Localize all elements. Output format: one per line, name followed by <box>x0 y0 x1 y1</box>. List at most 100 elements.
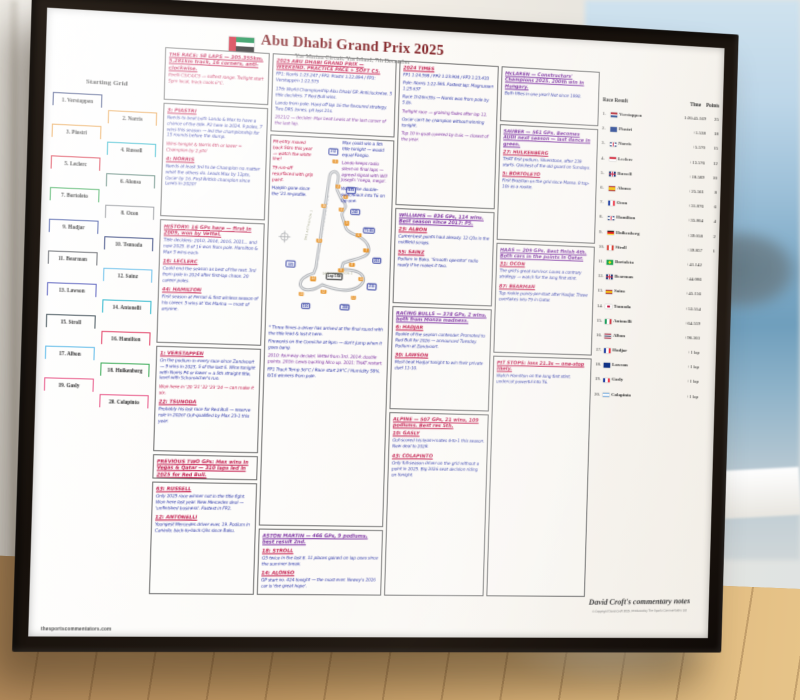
picture-frame: Abu Dhabi Grand Prix 2025 Yas Marina Cir… <box>12 0 739 653</box>
result-time: +35.804 <box>687 219 704 225</box>
result-driver: Alonso <box>616 186 631 192</box>
result-driver: Gasly <box>611 377 624 384</box>
note-line: Only full-season driver on the grid with… <box>391 460 479 478</box>
poster: Abu Dhabi Grand Prix 2025 Yas Marina Cir… <box>28 7 725 639</box>
result-header-points: Points <box>706 102 720 110</box>
corner-marker: 15 <box>316 237 322 243</box>
note-line: Probably his last race for Red Bull — re… <box>158 406 251 424</box>
result-time: +44.086 <box>686 277 702 283</box>
map-notes-right: Max could win a 5th title tonight — woul… <box>341 141 392 208</box>
note-line: Lando keeps radio silent on final laps —… <box>341 160 388 185</box>
result-position: 8. <box>599 215 603 221</box>
track-map-box: Pit entry moved back 50m this year — wat… <box>258 134 395 528</box>
corner-marker: 7 <box>363 248 369 253</box>
fr-flag-icon <box>603 377 610 383</box>
result-driver: Ocon <box>616 201 628 207</box>
nl-flag-icon <box>610 112 618 118</box>
note-line: Oscar can't be champion without winning … <box>401 117 485 129</box>
corner-marker: 14 <box>310 276 316 281</box>
fr-flag-icon <box>603 348 611 354</box>
note-line: Q3 twice in the last 8. 11 places gained… <box>261 555 378 567</box>
result-position: 13. <box>597 288 604 295</box>
result-time: +1 lap <box>687 350 700 356</box>
note-line: Must beat Hadjar tonight to win their pr… <box>394 360 483 372</box>
gb-flag-icon <box>606 274 613 280</box>
result-points: 6 <box>714 205 717 211</box>
es-flag-icon <box>605 289 613 295</box>
map-speed-chip: 190 <box>300 302 311 310</box>
nz-flag-icon <box>603 363 611 368</box>
notes-area: THE RACE: 58 LAPS — 305.355km, 5.281km t… <box>148 47 600 597</box>
map-speed-chip: 312 <box>328 148 339 156</box>
result-position: 1. <box>602 111 606 117</box>
note-box-6: 63: RUSSELL Only 2025 race winner not in … <box>148 481 257 595</box>
result-position: 9. <box>598 229 603 235</box>
result-driver: Hulkenberg <box>615 230 640 237</box>
race-result-panel: Race Result Time Points 1. Verstappen 1:26… <box>594 97 719 405</box>
grid-slot-19: 19. Gasly <box>43 377 94 392</box>
result-driver: Antonelli <box>613 319 632 325</box>
map-speed-chip: 265 <box>371 257 382 264</box>
note-heading: 12: ANTONELLI <box>155 514 198 521</box>
grid-slot-label: 13. Lawson <box>58 287 85 295</box>
result-position: 4. <box>601 156 605 162</box>
corner-marker: 11 <box>350 295 356 300</box>
note-heading: 43: COLAPINTO <box>391 452 433 460</box>
result-driver: Colapinto <box>611 392 631 399</box>
grid-slot-11: 11. Bearman <box>47 250 98 266</box>
note-line: Out-scored his team-mates 4-to-1 this se… <box>392 438 485 450</box>
notes-col-b-bottom: ASTON MARTIN — 466 GPs, 9 podiums, best … <box>256 528 383 596</box>
note-line: On the podium in every race since Zandvo… <box>159 358 256 383</box>
note-heading: ALPINE — 507 GPs, 21 wins, 109 podiums. … <box>392 416 479 430</box>
note-line: Top 10 in quali covered by 0.6s — closes… <box>401 131 489 143</box>
note-line: Won here in '20 '21 '22 '23 '24 — can ma… <box>158 384 254 396</box>
result-points: 25 <box>714 117 719 123</box>
jp-flag-icon <box>605 304 612 309</box>
note-heading: HAAS — 209 GPs. Best finish 4th. Both ca… <box>500 247 588 262</box>
result-driver: Bearman <box>614 274 633 281</box>
grid-slot-1: 1. Verstappen <box>52 91 103 108</box>
race-result-rows: 1. Verstappen 1:26:45.169 25 2. Piastri +1.538… <box>594 107 719 405</box>
grid-slot-18: 18. Hulkenberg <box>100 362 150 377</box>
result-points: 8 <box>714 190 717 196</box>
note-box-4: 1: VERSTAPPEN On the podium in every race… <box>153 345 261 454</box>
note-heading: THE RACE: 58 LAPS — 305.355km, 5.281km t… <box>168 51 264 73</box>
note-line: Watch Hamilton on the long first stint; … <box>496 374 571 386</box>
grid-slot-label: 11. Bearman <box>58 255 88 264</box>
result-driver: Bortoleto <box>614 260 634 266</box>
credit-block: David Croft's commentary notes © Copyrig… <box>575 596 703 614</box>
result-position: 19. <box>594 377 601 383</box>
result-driver: Hadjar <box>612 348 628 354</box>
grid-slot-label: 17. Albon <box>58 351 81 358</box>
result-driver: Verstappen <box>619 112 642 119</box>
note-heading: 22: TSUNODA <box>158 398 197 406</box>
note-box-2: 3: PIASTRI Needs to beat both Lando & Max… <box>160 102 268 221</box>
result-position: 16. <box>595 333 602 339</box>
copyright-text: © Copyright David Croft 2025. Produced b… <box>592 608 687 614</box>
note-box-4: PIT STOPS: loss 21.3s — one-stop likely.… <box>486 355 592 597</box>
au-flag-icon <box>610 127 617 133</box>
grid-slot-10: 10. Tsunoda <box>103 236 154 252</box>
note-box-1: McLAREN — Constructors' Champions 2025. … <box>500 66 600 127</box>
ca-flag-icon <box>606 245 614 250</box>
note-heading: SAUBER — 561 GPs. Becomes AUDI next seas… <box>503 128 591 148</box>
result-points: 15 <box>713 147 719 153</box>
grid-slot-17: 17. Albon <box>44 345 95 361</box>
website-text: thesportscommentators.com <box>40 626 112 632</box>
note-line: Podium in Baku. 'Smooth operator' radio … <box>397 256 479 269</box>
result-time: 1:26:45.169 <box>683 116 707 123</box>
result-time: +41.142 <box>686 262 702 269</box>
th-flag-icon <box>604 333 612 339</box>
grid-slot-20: 20. Colapinto <box>99 394 149 409</box>
result-time: +39.857 <box>687 248 703 254</box>
grid-slot-label: 16. Hamilton <box>110 336 141 344</box>
result-driver: Leclerc <box>617 157 633 163</box>
note-line: 2021/2 — decider: Max beat Lewis at the … <box>274 114 386 127</box>
result-driver: Tsunoda <box>613 304 631 310</box>
note-heading: 63: RUSSELL <box>156 486 192 493</box>
grid-slot-label: 4. Russell <box>120 147 143 155</box>
note-heading: ASTON MARTIN — 466 GPs, 9 podiums, best … <box>261 533 368 547</box>
uae-flag-icon <box>228 36 254 52</box>
note-line: Pit entry moved back 50m this year — wat… <box>272 139 312 163</box>
